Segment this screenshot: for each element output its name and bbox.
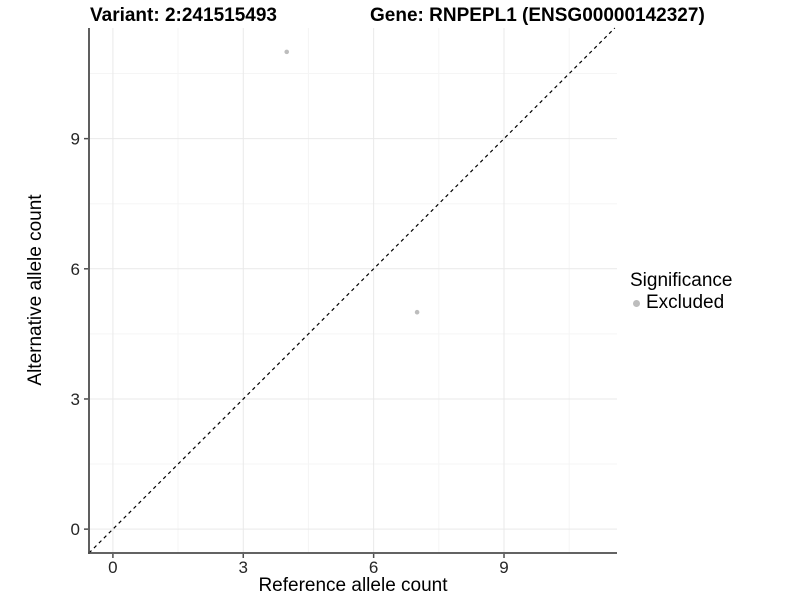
y-axis-title: Alternative allele count — [25, 194, 46, 386]
y-tick-label: 6 — [71, 260, 80, 279]
legend-item-excluded: Excluded — [630, 293, 732, 313]
x-axis-title: Reference allele count — [258, 575, 448, 596]
y-tick-label: 0 — [71, 520, 80, 539]
x-tick-label: 6 — [369, 558, 378, 577]
data-point — [284, 49, 290, 55]
legend: Significance Excluded — [630, 271, 732, 313]
data-point — [414, 309, 420, 315]
legend-item-label: Excluded — [646, 292, 725, 313]
x-tick-label: 0 — [108, 558, 117, 577]
x-tick-label: 9 — [499, 558, 508, 577]
y-tick-label: 9 — [71, 130, 80, 149]
legend-point-icon — [633, 299, 640, 307]
plot-title-gene: Gene: RNPEPL1 (ENSG00000142327) — [370, 5, 705, 26]
legend-title: Significance — [630, 270, 733, 291]
identity-dashed-line — [88, 27, 616, 554]
x-tick-label: 3 — [239, 558, 248, 577]
plot-title-variant: Variant: 2:241515493 — [90, 5, 277, 26]
y-tick-label: 3 — [71, 390, 80, 409]
plot-panel — [89, 28, 617, 553]
